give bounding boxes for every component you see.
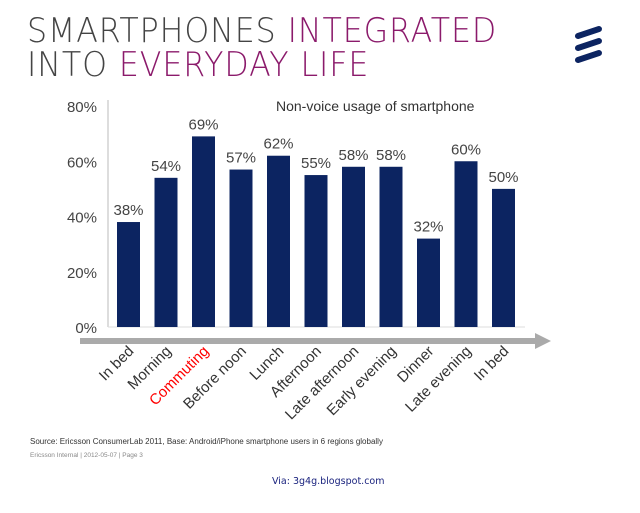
ericsson-logo-icon bbox=[575, 26, 602, 63]
bar bbox=[342, 166, 365, 327]
data-label: 62% bbox=[263, 136, 293, 153]
data-label: 58% bbox=[338, 147, 368, 164]
bar bbox=[379, 166, 403, 327]
x-tick-label: In bed bbox=[471, 343, 513, 385]
title-highlight: INTEGRATED bbox=[287, 11, 498, 51]
data-label: 54% bbox=[151, 158, 181, 175]
source-note: Source: Ericsson ConsumerLab 2011, Base:… bbox=[30, 437, 383, 446]
page-title: SMARTPHONES INTEGRATED INTO EVERYDAY LIF… bbox=[27, 14, 497, 82]
y-tick-label: 60% bbox=[67, 154, 97, 171]
bar bbox=[192, 136, 215, 327]
bar bbox=[304, 175, 328, 327]
bar bbox=[492, 188, 515, 327]
bar bbox=[454, 161, 478, 327]
y-tick-label: 0% bbox=[75, 320, 97, 337]
bar bbox=[154, 177, 178, 327]
title-highlight: EVERYDAY LIFE bbox=[118, 45, 370, 85]
timeline-arrowhead bbox=[535, 333, 551, 349]
via-credit: Via: 3g4g.blogspot.com bbox=[272, 476, 385, 487]
data-label: 69% bbox=[188, 116, 218, 133]
y-tick-label: 20% bbox=[67, 265, 97, 282]
y-tick-label: 80% bbox=[67, 99, 97, 116]
title-part: SMARTPHONES bbox=[27, 11, 288, 51]
data-label: 58% bbox=[376, 147, 406, 164]
data-label: 50% bbox=[488, 169, 518, 186]
bar bbox=[267, 155, 290, 327]
data-label: 55% bbox=[301, 155, 331, 172]
bar bbox=[117, 222, 140, 327]
data-label: 60% bbox=[451, 141, 481, 158]
data-label: 32% bbox=[413, 219, 443, 236]
x-tick-label: Late evening bbox=[402, 343, 475, 416]
bar bbox=[417, 238, 440, 327]
title-part: INTO bbox=[27, 45, 119, 85]
bar bbox=[229, 169, 253, 327]
chart-title: Non-voice usage of smartphone bbox=[276, 98, 475, 114]
data-label: 57% bbox=[226, 150, 256, 167]
y-tick-label: 40% bbox=[67, 210, 97, 227]
bar-chart: Non-voice usage of smartphone 0% 20% 40% 60… bbox=[67, 98, 551, 423]
internal-note: Ericsson Internal | 2012-05-07 | Page 3 bbox=[30, 452, 143, 459]
data-label: 38% bbox=[113, 202, 143, 219]
